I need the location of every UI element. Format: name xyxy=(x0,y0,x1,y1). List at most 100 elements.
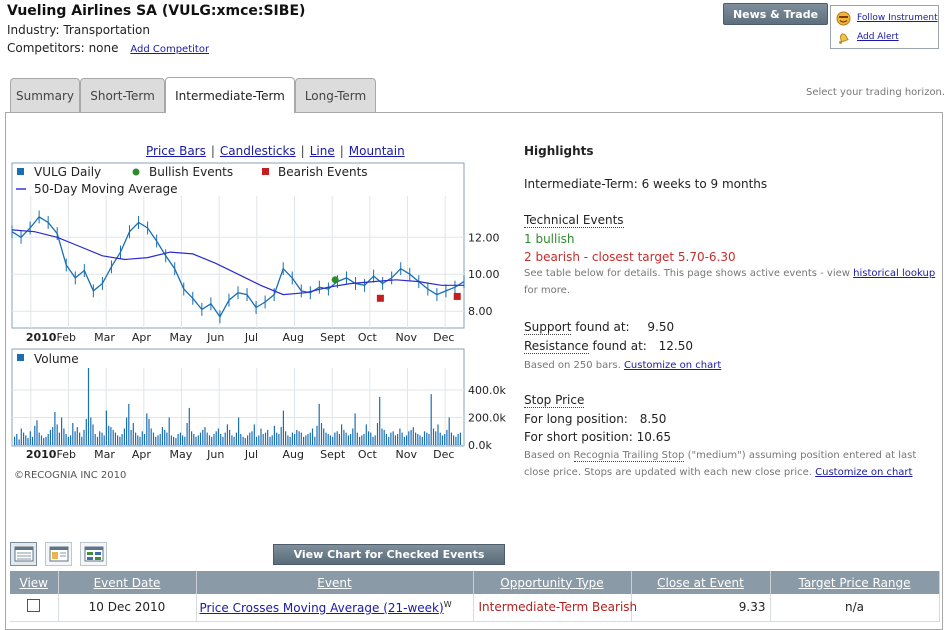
price-y-tick-label: 8.00 xyxy=(468,305,493,318)
volume-bar xyxy=(318,403,320,446)
volume-bar xyxy=(242,436,244,446)
col-close-at-event[interactable]: Close at Event xyxy=(631,571,771,594)
col-opportunity-type[interactable]: Opportunity Type xyxy=(473,571,632,594)
volume-bar xyxy=(90,417,92,445)
volume-bar xyxy=(213,434,215,445)
volume-bar xyxy=(74,431,76,446)
price-x-tick-label: Apr xyxy=(132,331,152,344)
chart-type-mountain[interactable]: Mountain xyxy=(348,144,405,158)
volume-bar xyxy=(233,436,235,446)
view-chart-for-checked-events-button[interactable]: View Chart for Checked Events xyxy=(273,544,505,565)
volume-bar xyxy=(311,428,314,445)
volume-bar xyxy=(430,394,432,445)
price-yaxis: 8.00 10.00 12.00 xyxy=(468,231,500,318)
chart-type-price-bars[interactable]: Price Bars xyxy=(146,144,206,158)
col-event-date[interactable]: Event Date xyxy=(58,571,197,594)
volume-bar xyxy=(148,418,150,445)
price-plot-frame xyxy=(11,162,465,329)
volume-bar xyxy=(146,413,148,445)
volume-bar xyxy=(390,432,392,445)
volume-bar xyxy=(249,432,251,445)
news-trade-button[interactable]: News & Trade xyxy=(723,3,828,25)
volume-bar xyxy=(264,432,267,445)
volume-bar xyxy=(157,435,159,445)
volume-bar xyxy=(114,432,116,445)
volume-bar xyxy=(103,435,105,445)
stop-price-text: Stop Price xyxy=(524,393,585,408)
volume-bar xyxy=(410,429,412,445)
competitors-value: none xyxy=(88,41,119,55)
price-events xyxy=(331,276,461,302)
volume-x-tick-label: Nov xyxy=(396,448,418,461)
volume-bar xyxy=(419,435,421,445)
volume-bar xyxy=(197,435,199,445)
follow-instrument-row[interactable]: Follow Instrument xyxy=(836,9,938,27)
volume-bar xyxy=(211,436,213,446)
volume-bar xyxy=(376,423,379,445)
volume-bars xyxy=(14,368,461,446)
volume-bar xyxy=(437,424,439,445)
volume-bar xyxy=(31,436,34,446)
volume-bar xyxy=(72,423,74,445)
tab-summary[interactable]: Summary xyxy=(10,78,80,112)
customize-on-chart-link[interactable]: Customize on chart xyxy=(623,360,722,371)
stop-customize-on-chart-link[interactable]: Customize on chart xyxy=(815,467,913,478)
volume-chart[interactable]: Volume 0.0k 200.0k 400.0k 2010 Feb Mar Apr May… xyxy=(8,346,508,464)
volume-bar xyxy=(43,438,45,445)
col-view[interactable]: View xyxy=(10,571,59,594)
volume-bar xyxy=(79,432,81,445)
volume-bar xyxy=(121,434,123,445)
volume-bar xyxy=(54,412,56,445)
volume-bar xyxy=(83,429,85,445)
chart-type-candlesticks[interactable]: Candlesticks xyxy=(219,144,296,158)
row-event-link[interactable]: Price Crosses Moving Average (21-week) xyxy=(199,600,444,615)
volume-bar xyxy=(439,432,441,445)
events-note-text: See table below for details. This page s… xyxy=(524,268,850,279)
volume-bar xyxy=(282,410,284,445)
volume-bar xyxy=(394,435,396,445)
smiley-icon xyxy=(836,11,851,26)
volume-bar xyxy=(141,431,143,446)
tab-long-term[interactable]: Long-Term xyxy=(295,78,376,112)
row-event-date: 10 Dec 2010 xyxy=(58,594,197,622)
volume-bar xyxy=(403,436,405,446)
volume-bar xyxy=(224,432,226,445)
volume-bar xyxy=(240,434,242,445)
volume-bar xyxy=(383,429,385,445)
tab-intermediate-term[interactable]: Intermediate-Term xyxy=(165,77,295,113)
col-target-price-range[interactable]: Target Price Range xyxy=(770,571,940,594)
volume-bar xyxy=(65,434,67,445)
volume-yaxis: 0.0k 200.0k 400.0k xyxy=(468,384,506,452)
volume-bar xyxy=(130,429,132,445)
volume-bar xyxy=(94,434,96,445)
follow-instrument-link[interactable]: Follow Instrument xyxy=(857,13,938,23)
add-competitor-link[interactable]: Add Competitor xyxy=(130,44,210,55)
col-event[interactable]: Event xyxy=(196,571,474,594)
volume-bar xyxy=(110,427,112,445)
tab-short-term[interactable]: Short-Term xyxy=(80,78,165,112)
volume-bar xyxy=(253,424,255,445)
price-x-tick-label: May xyxy=(170,331,193,344)
volume-bar xyxy=(365,424,367,445)
volume-bar xyxy=(399,428,401,445)
volume-bar xyxy=(40,435,43,445)
add-alert-row[interactable]: Add Alert xyxy=(836,28,899,46)
volume-bar xyxy=(251,431,253,446)
volume-bar xyxy=(123,428,125,445)
stop-note-prefix: Based on xyxy=(524,450,571,461)
legend-swatch-daily xyxy=(17,168,24,175)
grid-view-icon[interactable] xyxy=(80,542,107,566)
volume-bar xyxy=(287,435,289,445)
volume-bar xyxy=(195,436,197,446)
volume-bar xyxy=(208,435,211,445)
detail-view-icon[interactable] xyxy=(45,542,72,566)
view-checkbox[interactable] xyxy=(27,599,41,613)
row-close-at-event: 9.33 xyxy=(631,594,771,622)
chart-type-line[interactable]: Line xyxy=(309,144,335,158)
add-alert-link[interactable]: Add Alert xyxy=(857,32,899,42)
list-view-icon[interactable] xyxy=(10,542,37,566)
table-header-row: View Event Date Event Opportunity Type C… xyxy=(10,571,940,594)
historical-lookup-link[interactable]: historical lookup xyxy=(853,268,936,279)
price-x-tick-label: Aug xyxy=(283,331,304,344)
price-chart[interactable]: VULG Daily Bullish Events Bearish Events… xyxy=(8,160,508,346)
